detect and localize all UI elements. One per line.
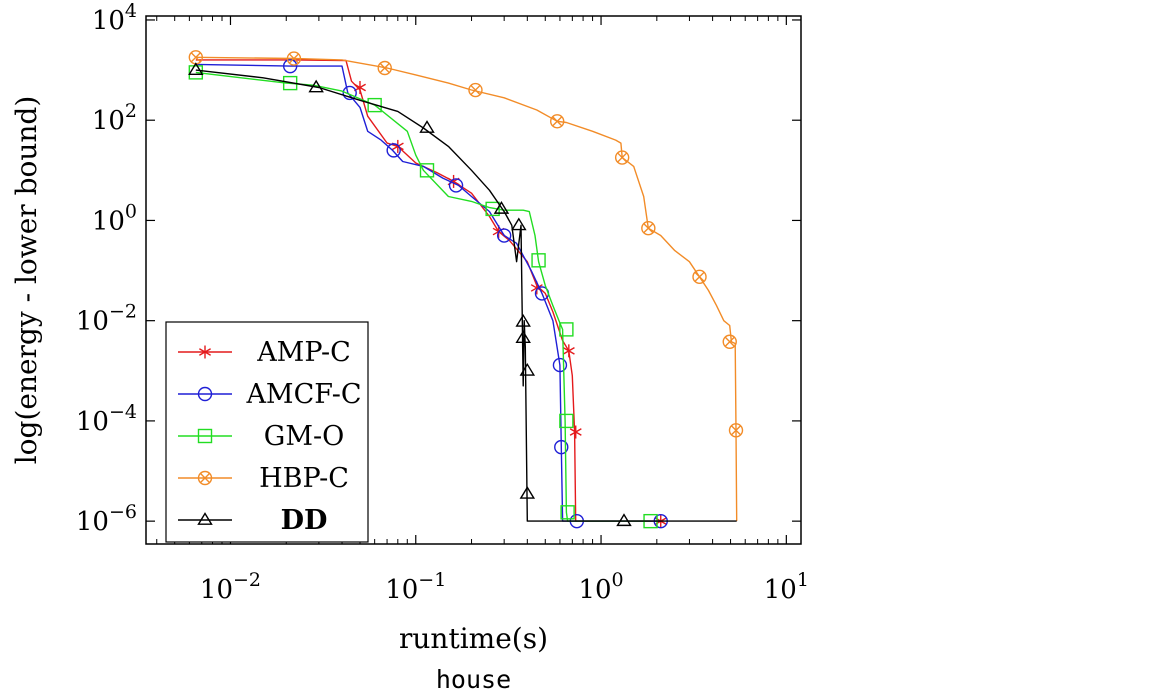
y-tick-exponent: −2 <box>109 301 137 323</box>
x-tick-label: 101 <box>764 569 809 605</box>
legend-label: HBP-C <box>259 463 349 494</box>
data-point-gm-o <box>367 97 382 113</box>
legend-item-dd: DD <box>178 505 327 536</box>
chart-caption: house <box>436 665 511 694</box>
legend-box <box>165 321 369 543</box>
data-point-hbp-c <box>550 114 565 129</box>
y-tick-label: 102 <box>92 100 137 136</box>
data-point-hbp-c <box>641 221 656 236</box>
y-tick-exponent: −6 <box>109 501 137 523</box>
legend-label: AMP-C <box>256 337 351 368</box>
legend-marker-amp-c <box>199 345 211 359</box>
y-tick-exponent: 2 <box>125 100 137 122</box>
data-point-dd <box>519 362 536 376</box>
data-point-amcf-c <box>496 228 512 243</box>
data-point-dd <box>519 486 536 499</box>
plot-frame <box>145 15 802 545</box>
legend-label: AMCF-C <box>245 379 361 410</box>
y-tick-label: 10−4 <box>76 401 137 437</box>
data-point-dd <box>493 201 510 214</box>
x-tick-base: 10 <box>578 575 611 605</box>
y-axis-label: log(energy - lower bound) <box>10 96 43 465</box>
series-amcf-c <box>195 58 668 529</box>
legend-item-gm-o: GM-O <box>178 421 344 452</box>
data-point-gm-o <box>485 201 500 217</box>
x-tick-exponent: −2 <box>233 569 261 591</box>
x-tick-label: 10−1 <box>385 569 446 605</box>
data-point-dd <box>515 330 531 343</box>
data-point-hbp-c <box>614 150 630 165</box>
data-point-dd <box>419 120 435 133</box>
data-point-dd <box>616 513 632 527</box>
y-tick-base: 10 <box>76 507 109 537</box>
series-dd <box>188 62 737 527</box>
data-point-amcf-c <box>448 178 464 193</box>
y-tick-base: 10 <box>92 106 125 136</box>
data-point-gm-o <box>560 505 575 520</box>
x-tick-label: 100 <box>578 569 623 605</box>
y-tick-label: 10−6 <box>76 501 137 537</box>
data-point-gm-o <box>531 253 546 268</box>
y-tick-exponent: 0 <box>125 200 137 222</box>
legend: AMP-C AMCF-C GM-O HBP-C DD <box>165 321 369 543</box>
data-point-amp-c <box>562 344 575 358</box>
series-line-dd <box>195 69 737 522</box>
data-point-hbp-c <box>468 82 483 98</box>
data-point-gm-o <box>188 65 204 80</box>
data-point-dd <box>188 62 204 76</box>
y-tick-base: 10 <box>76 307 109 337</box>
data-point-amp-c <box>569 425 582 439</box>
y-tick-base: 10 <box>76 407 109 437</box>
legend-item-amcf-c: AMCF-C <box>178 379 362 410</box>
y-tick-base: 10 <box>92 206 125 236</box>
x-axis-label: runtime(s) <box>399 622 548 655</box>
data-point-gm-o <box>419 163 435 178</box>
legend-label: DD <box>281 505 328 536</box>
y-tick-label: 104 <box>92 0 137 36</box>
legend-marker-hbp-c <box>197 470 213 486</box>
x-tick-exponent: −1 <box>418 569 446 591</box>
data-point-amp-c <box>354 80 366 94</box>
data-point-amcf-c <box>554 439 569 455</box>
data-point-amcf-c <box>282 58 298 74</box>
data-point-hbp-c <box>722 334 737 349</box>
x-tick-base: 10 <box>764 575 797 605</box>
data-point-dd <box>515 313 531 327</box>
data-point-hbp-c <box>692 269 707 285</box>
data-point-hbp-c <box>377 60 392 76</box>
y-tick-exponent: 4 <box>125 0 137 22</box>
legend-marker-dd <box>197 512 213 525</box>
x-tick-exponent: 0 <box>612 569 624 591</box>
data-point-hbp-c <box>728 423 744 438</box>
data-point-dd <box>511 217 527 231</box>
data-point-amcf-c <box>552 357 568 373</box>
legend-item-amp-c: AMP-C <box>178 337 351 368</box>
x-tick-base: 10 <box>385 575 418 605</box>
series-layer <box>188 50 744 529</box>
x-tick-exponent: 1 <box>797 569 809 591</box>
data-point-amcf-c <box>342 85 357 101</box>
data-point-hbp-c <box>286 51 302 66</box>
y-tick-exponent: −4 <box>109 401 137 423</box>
x-tick-label: 10−2 <box>200 569 261 605</box>
data-point-dd <box>308 79 324 93</box>
data-point-amcf-c <box>386 143 401 158</box>
legend-marker-amcf-c <box>197 386 213 402</box>
data-point-gm-o <box>559 322 574 337</box>
legend-marker-gm-o <box>197 428 213 444</box>
y-tick-label: 100 <box>92 200 137 236</box>
y-tick-label: 10−2 <box>76 301 137 337</box>
series-line-amcf-c <box>195 63 661 522</box>
legend-label: GM-O <box>264 421 344 452</box>
y-tick-base: 10 <box>92 6 125 36</box>
data-point-gm-o <box>559 413 574 429</box>
legend-item-hbp-c: HBP-C <box>178 463 349 494</box>
series-hbp-c <box>188 50 744 522</box>
x-tick-base: 10 <box>200 575 233 605</box>
series-line-hbp-c <box>195 56 738 522</box>
